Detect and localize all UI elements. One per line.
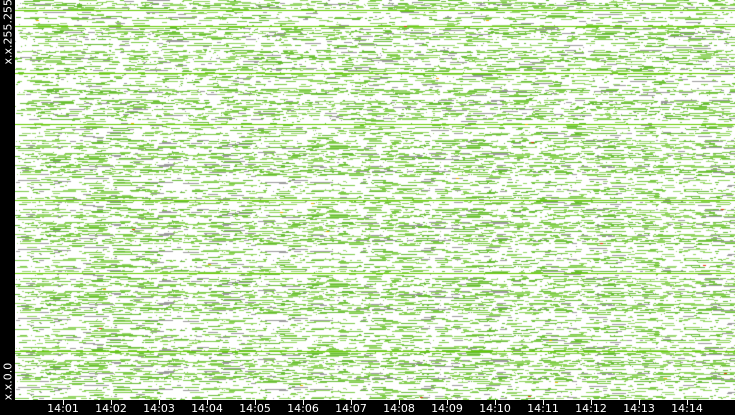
x-tick	[495, 400, 496, 405]
y-label-bottom: x.x.0.0	[1, 362, 15, 401]
x-tick-label: 14:01	[47, 402, 79, 415]
x-tick	[447, 400, 448, 405]
x-tick-label: 14:13	[623, 402, 655, 415]
x-tick-label: 14:04	[191, 402, 223, 415]
x-tick	[639, 400, 640, 405]
x-tick	[543, 400, 544, 405]
x-tick	[351, 400, 352, 405]
x-tick-label: 14:11	[527, 402, 559, 415]
x-tick-label: 14:12	[575, 402, 607, 415]
x-tick-label: 14:10	[479, 402, 511, 415]
x-tick-label: 14:07	[335, 402, 367, 415]
x-tick	[591, 400, 592, 405]
x-tick	[399, 400, 400, 405]
x-tick-label: 14:06	[287, 402, 319, 415]
x-tick	[687, 400, 688, 405]
y-axis: x.x.255.255 x.x.0.0	[0, 0, 15, 400]
x-tick-label: 14:05	[239, 402, 271, 415]
x-tick	[207, 400, 208, 405]
x-tick	[255, 400, 256, 405]
x-tick-label: 14:14	[671, 402, 703, 415]
x-tick	[303, 400, 304, 405]
x-axis: 14:01 14:02 14:03 14:04 14:05 14:06 14:07 14:08…	[15, 400, 735, 415]
x-tick-label: 14:02	[95, 402, 127, 415]
x-tick-label: 14:09	[431, 402, 463, 415]
y-label-top: x.x.255.255	[1, 0, 15, 65]
x-tick-label: 14:03	[143, 402, 175, 415]
x-tick	[111, 400, 112, 405]
x-tick-label: 14:08	[383, 402, 415, 415]
x-tick	[159, 400, 160, 405]
x-tick	[63, 400, 64, 405]
heatmap-plot	[15, 0, 735, 400]
